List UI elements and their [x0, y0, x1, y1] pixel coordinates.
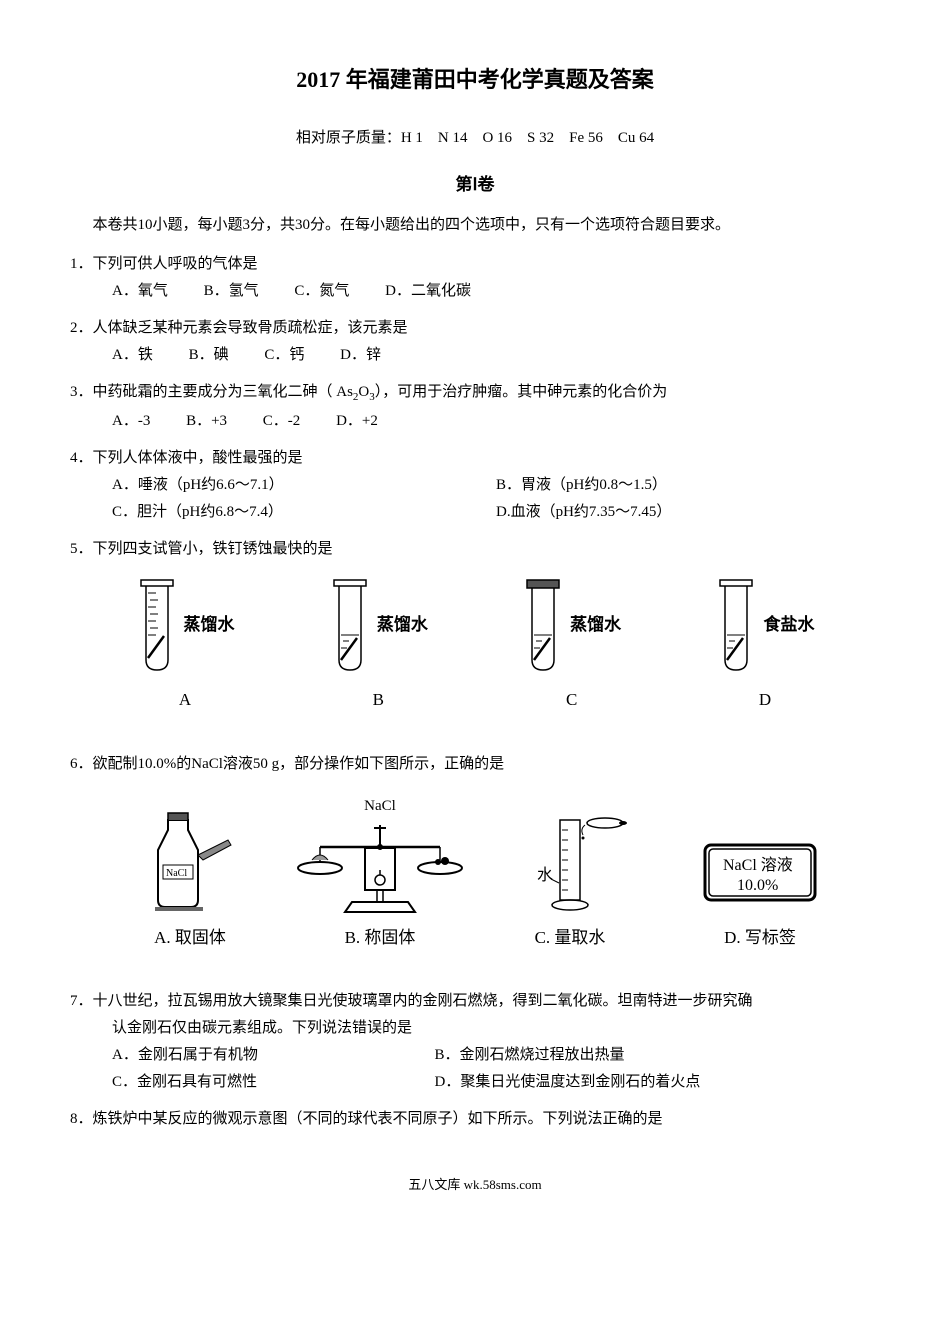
- label-box-icon: NaCl 溶液 10.0%: [695, 830, 825, 915]
- q6-label-b: B. 称固体: [345, 923, 416, 954]
- q7-opt-c: C．金刚石具有可燃性: [112, 1069, 435, 1096]
- exam-title: 2017 年福建莆田中考化学真题及答案: [70, 60, 880, 100]
- bottle-icon: NaCl: [143, 805, 238, 915]
- question-5: 5．下列四支试管小，铁钉锈蚀最快的是 蒸馏水 A: [70, 536, 880, 741]
- test-tube-c-icon: [522, 578, 564, 673]
- water-label: 水: [537, 866, 553, 884]
- q3-text: 3．中药砒霜的主要成分为三氧化二砷（ As2O3），可用于治疗肿瘤。其中砷元素的…: [70, 379, 880, 408]
- q1-opt-d: D．二氧化碳: [385, 278, 471, 305]
- q6-item-a: NaCl A. 取固体: [100, 805, 280, 954]
- question-2: 2．人体缺乏某种元素会导致骨质疏松症，该元素是 A．铁 B．碘 C．钙 D．锌: [70, 315, 880, 369]
- q6-diagrams: NaCl A. 取固体 NaCl: [70, 778, 880, 979]
- q6-text: 6．欲配制10.0%的NaCl溶液50 g，部分操作如下图所示，正确的是: [70, 751, 880, 778]
- instructions: 本卷共10小题，每小题3分，共30分。在每小题给出的四个选项中，只有一个选项符合…: [70, 212, 880, 239]
- question-8: 8．炼铁炉中某反应的微观示意图（不同的球代表不同原子）如下所示。下列说法正确的是: [70, 1106, 880, 1133]
- q5-diagrams: 蒸馏水 A 蒸馏水 B: [70, 563, 880, 741]
- q6-label-a: A. 取固体: [154, 923, 226, 954]
- q7-opt-a: A．金刚石属于有机物: [112, 1042, 435, 1069]
- q6-label-c: C. 量取水: [535, 923, 606, 954]
- bottle-nacl-label: NaCl: [166, 868, 187, 879]
- q4-opt-a: A．唾液（pH约6.6～7.1）: [112, 472, 496, 499]
- q2-text: 2．人体缺乏某种元素会导致骨质疏松症，该元素是: [70, 315, 880, 342]
- question-4: 4．下列人体体液中，酸性最强的是 A．唾液（pH约6.6～7.1） B．胃液（p…: [70, 445, 880, 526]
- q5-b-liquid: 蒸馏水: [377, 610, 428, 641]
- q3-opt-a: A．-3: [112, 408, 150, 435]
- q5-tube-a: 蒸馏水 A: [105, 578, 265, 716]
- q7-opt-b: B．金刚石燃烧过程放出热量: [435, 1042, 880, 1069]
- q7-text-1: 7．十八世纪，拉瓦锡用放大镜聚集日光使玻璃罩内的金刚石燃烧，得到二氧化碳。坦南特…: [70, 988, 880, 1015]
- q6-label-d: D. 写标签: [724, 923, 796, 954]
- q5-label-a: A: [179, 685, 191, 716]
- test-tube-d-icon: [715, 578, 757, 673]
- question-7: 7．十八世纪，拉瓦锡用放大镜聚集日光使玻璃罩内的金刚石燃烧，得到二氧化碳。坦南特…: [70, 988, 880, 1096]
- box-line1: NaCl 溶液: [723, 856, 793, 874]
- q3-options: A．-3 B．+3 C．-2 D．+2: [70, 408, 880, 435]
- nacl-top-label: NaCl: [364, 793, 396, 820]
- q3-opt-c: C．-2: [263, 408, 301, 435]
- q4-text: 4．下列人体体液中，酸性最强的是: [70, 445, 880, 472]
- question-3: 3．中药砒霜的主要成分为三氧化二砷（ As2O3），可用于治疗肿瘤。其中砷元素的…: [70, 379, 880, 435]
- q2-opt-d: D．锌: [340, 342, 381, 369]
- q5-tube-c: 蒸馏水 C: [492, 578, 652, 716]
- q5-d-liquid: 食盐水: [763, 610, 814, 641]
- q4-opt-b: B．胃液（pH约0.8～1.5）: [496, 472, 880, 499]
- section-header: 第Ⅰ卷: [70, 170, 880, 201]
- q6-item-d: NaCl 溶液 10.0% D. 写标签: [670, 830, 850, 954]
- q1-opt-b: B．氢气: [204, 278, 259, 305]
- q4-options: A．唾液（pH约6.6～7.1） B．胃液（pH约0.8～1.5） C．胆汁（p…: [70, 472, 880, 526]
- q6-item-b: NaCl B. 称固体: [290, 793, 470, 954]
- q5-tube-b: 蒸馏水 B: [298, 578, 458, 716]
- q1-opt-c: C．氮气: [294, 278, 349, 305]
- q2-opt-a: A．铁: [112, 342, 153, 369]
- q2-options: A．铁 B．碘 C．钙 D．锌: [70, 342, 880, 369]
- q5-label-b: B: [373, 685, 384, 716]
- balance-icon: [290, 820, 470, 915]
- q4-opt-c: C．胆汁（pH约6.8～7.4）: [112, 499, 496, 526]
- question-6: 6．欲配制10.0%的NaCl溶液50 g，部分操作如下图所示，正确的是 NaC…: [70, 751, 880, 979]
- q5-tube-d: 食盐水 D: [685, 578, 845, 716]
- q6-item-c: 水 C. 量取水: [480, 805, 660, 954]
- test-tube-a-icon: [136, 578, 178, 673]
- q2-opt-b: B．碘: [189, 342, 229, 369]
- q5-c-liquid: 蒸馏水: [570, 610, 621, 641]
- footer: 五八文库 wk.58sms.com: [70, 1173, 880, 1196]
- q7-options: A．金刚石属于有机物 B．金刚石燃烧过程放出热量 C．金刚石具有可燃性 D．聚集…: [70, 1042, 880, 1096]
- q1-options: A．氧气 B．氢气 C．氮气 D．二氧化碳: [70, 278, 880, 305]
- q5-a-liquid: 蒸馏水: [184, 610, 235, 641]
- q5-text: 5．下列四支试管小，铁钉锈蚀最快的是: [70, 536, 880, 563]
- q1-text: 1．下列可供人呼吸的气体是: [70, 251, 880, 278]
- q5-label-c: C: [566, 685, 577, 716]
- q8-text: 8．炼铁炉中某反应的微观示意图（不同的球代表不同原子）如下所示。下列说法正确的是: [70, 1106, 880, 1133]
- question-1: 1．下列可供人呼吸的气体是 A．氧气 B．氢气 C．氮气 D．二氧化碳: [70, 251, 880, 305]
- q3-opt-b: B．+3: [186, 408, 227, 435]
- q7-text-2: 认金刚石仅由碳元素组成。下列说法错误的是: [70, 1015, 880, 1042]
- atomic-mass: 相对原子质量：H 1 N 14 O 16 S 32 Fe 56 Cu 64: [70, 125, 880, 152]
- q3-opt-d: D．+2: [336, 408, 378, 435]
- q4-opt-d: D.血液（pH约7.35～7.45）: [496, 499, 880, 526]
- test-tube-b-icon: [329, 578, 371, 673]
- cylinder-icon: 水: [505, 805, 635, 915]
- q2-opt-c: C．钙: [264, 342, 304, 369]
- q7-opt-d: D．聚集日光使温度达到金刚石的着火点: [435, 1069, 880, 1096]
- q1-opt-a: A．氧气: [112, 278, 168, 305]
- q5-label-d: D: [759, 685, 771, 716]
- box-line2: 10.0%: [737, 877, 778, 894]
